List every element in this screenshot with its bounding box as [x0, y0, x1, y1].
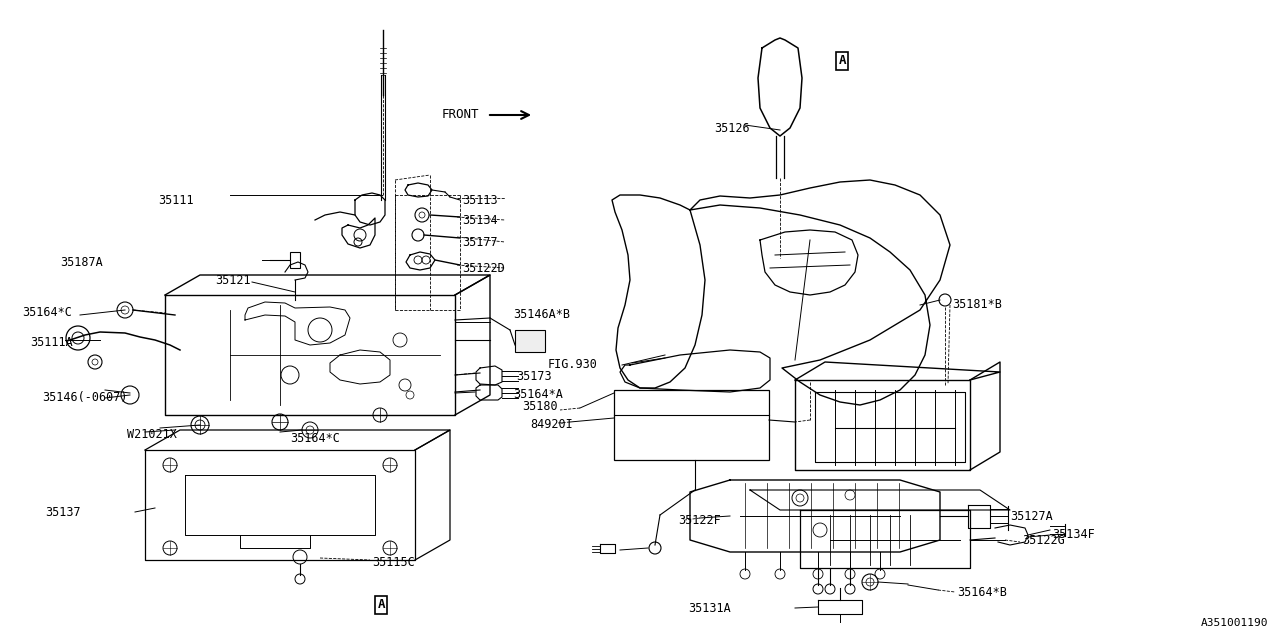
- Text: 35164*C: 35164*C: [22, 305, 72, 319]
- Text: FRONT: FRONT: [442, 109, 479, 122]
- Text: W21021X: W21021X: [127, 428, 177, 440]
- Text: 35146A*B: 35146A*B: [513, 307, 570, 321]
- Text: 35181*B: 35181*B: [952, 298, 1002, 312]
- Text: 35187A: 35187A: [60, 255, 102, 269]
- Text: 35122G: 35122G: [1021, 534, 1065, 547]
- Text: A: A: [378, 598, 385, 611]
- Text: 35122D: 35122D: [462, 262, 504, 275]
- Text: 35113: 35113: [462, 193, 498, 207]
- Text: 35134F: 35134F: [1052, 529, 1094, 541]
- Bar: [515, 330, 545, 352]
- Text: 35164*A: 35164*A: [513, 388, 563, 401]
- Text: 35115C: 35115C: [372, 556, 415, 568]
- Text: A: A: [838, 54, 846, 67]
- Text: 35137: 35137: [45, 506, 81, 518]
- Text: 35134: 35134: [462, 214, 498, 227]
- Text: 35121: 35121: [215, 273, 251, 287]
- Text: 35127A: 35127A: [1010, 509, 1052, 522]
- Text: 35177: 35177: [462, 236, 498, 248]
- Text: 35122F: 35122F: [678, 513, 721, 527]
- Text: A351001190: A351001190: [1201, 618, 1268, 628]
- Text: 35131A: 35131A: [689, 602, 731, 614]
- Bar: [291, 252, 300, 268]
- Text: 35126: 35126: [714, 122, 750, 134]
- Text: 35180: 35180: [522, 401, 558, 413]
- Text: 84920I: 84920I: [530, 417, 572, 431]
- Bar: [614, 390, 769, 460]
- Text: 35164*B: 35164*B: [957, 586, 1007, 598]
- Text: FIG.930: FIG.930: [548, 358, 598, 371]
- Text: 35173: 35173: [516, 371, 552, 383]
- Text: 35164*C: 35164*C: [291, 431, 340, 445]
- Text: 35111: 35111: [157, 193, 193, 207]
- Text: 35146(-0607): 35146(-0607): [42, 392, 128, 404]
- Text: 35111A: 35111A: [29, 335, 73, 349]
